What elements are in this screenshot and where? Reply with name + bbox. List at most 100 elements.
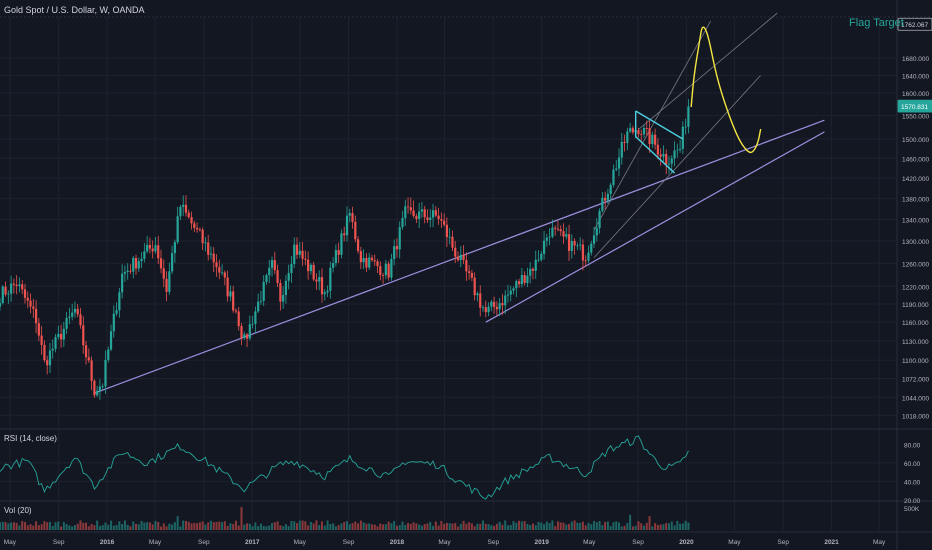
candle-body	[540, 253, 543, 260]
time-tick-label: 2018	[390, 539, 405, 546]
candle-body	[212, 253, 215, 263]
volume-bar	[23, 522, 26, 530]
volume-bar	[234, 520, 237, 530]
candle-body	[23, 289, 27, 298]
candle-body	[476, 293, 479, 296]
candle-body	[576, 245, 579, 247]
volume-bar	[656, 524, 659, 530]
volume-bar	[684, 520, 687, 530]
candle-body	[565, 234, 568, 237]
candle-body	[101, 386, 104, 388]
candle-body	[176, 216, 179, 243]
volume-bar	[509, 524, 512, 530]
time-tick-label: Sep	[632, 539, 644, 546]
volume-bar	[373, 524, 376, 530]
candle-body	[554, 227, 557, 229]
candle-body	[429, 217, 432, 221]
volume-bar	[487, 524, 490, 530]
volume-bar	[423, 524, 426, 530]
candle-body	[526, 275, 529, 283]
candle-body	[48, 350, 52, 366]
candle-body	[157, 245, 160, 259]
time-tick-label: 2016	[100, 539, 115, 546]
volume-bar	[562, 522, 565, 530]
candle-body	[562, 231, 565, 237]
volume-bar	[679, 523, 682, 530]
candle-body	[290, 263, 293, 274]
volume-bar	[309, 521, 312, 530]
candle-body	[193, 223, 196, 228]
price-tick-label: 1420.000	[902, 176, 929, 183]
volume-bar	[160, 526, 162, 530]
candle-body	[451, 236, 454, 248]
candle-body	[168, 271, 171, 292]
volume-bar	[48, 521, 51, 530]
volume-bar	[21, 521, 24, 530]
volume-bar	[12, 522, 15, 530]
volume-bar	[551, 520, 554, 530]
candle-body	[351, 213, 354, 222]
volume-bar	[123, 520, 126, 530]
time-tick-label: Sep	[53, 539, 65, 546]
volume-bar	[629, 514, 632, 530]
volume-bar	[537, 521, 540, 530]
volume-bar	[223, 521, 226, 530]
candle-body	[209, 253, 213, 255]
volume-bar	[176, 516, 179, 530]
candle-body	[21, 284, 24, 290]
volume-bar	[501, 524, 504, 530]
volume-bar	[643, 525, 645, 530]
candle-body	[401, 218, 404, 228]
volume-bar	[576, 522, 579, 530]
candle-body	[556, 228, 560, 230]
volume-bar	[212, 522, 215, 530]
candle-body	[173, 242, 176, 254]
volume-bar	[298, 520, 301, 530]
candle-body	[93, 380, 96, 396]
volume-bar	[29, 524, 32, 530]
volume-bar	[307, 525, 310, 530]
candle-body	[523, 275, 526, 283]
candle-body	[509, 290, 512, 295]
volume-bar	[18, 525, 21, 530]
candle-body	[237, 311, 240, 327]
candle-body	[298, 250, 301, 255]
volume-bar	[165, 526, 168, 530]
time-tick-label: May	[294, 539, 307, 546]
candle-body	[293, 244, 296, 264]
volume-bar	[312, 523, 315, 530]
candle-body	[384, 263, 387, 276]
candle-body	[493, 301, 496, 307]
volume-bar	[0, 522, 1, 530]
volume-bar	[618, 522, 621, 530]
volume-bar	[370, 524, 373, 530]
volume-bar	[43, 521, 46, 530]
volume-bar	[387, 521, 390, 530]
volume-bar	[648, 516, 651, 530]
rsi-tick-label: 20.00	[904, 498, 921, 505]
volume-bar	[107, 524, 110, 530]
candle-body	[262, 281, 265, 301]
axes[interactable]: 1018.000 1044.000 1072.000 1100.000 1130.000…	[4, 17, 932, 546]
volume-bar	[104, 522, 107, 530]
volume-bar	[201, 521, 204, 530]
candle-body	[406, 206, 410, 208]
volume-bar	[506, 525, 509, 530]
candle-body	[667, 163, 671, 165]
volume-bar	[73, 525, 76, 530]
candle-body	[473, 277, 476, 296]
volume-bar	[620, 526, 623, 530]
volume-bar	[10, 522, 13, 530]
volume-bar	[681, 523, 684, 530]
volume-bar	[251, 526, 254, 530]
volume-bar	[676, 520, 679, 530]
volume-bar	[382, 524, 385, 530]
volume-bar	[40, 524, 43, 530]
candle-body	[498, 303, 501, 310]
candle-body	[501, 303, 504, 306]
candle-body	[479, 293, 482, 308]
volume-bar	[404, 524, 407, 530]
volume-bar	[293, 521, 296, 530]
volume-bar	[376, 526, 379, 530]
volume-bar	[68, 525, 71, 530]
